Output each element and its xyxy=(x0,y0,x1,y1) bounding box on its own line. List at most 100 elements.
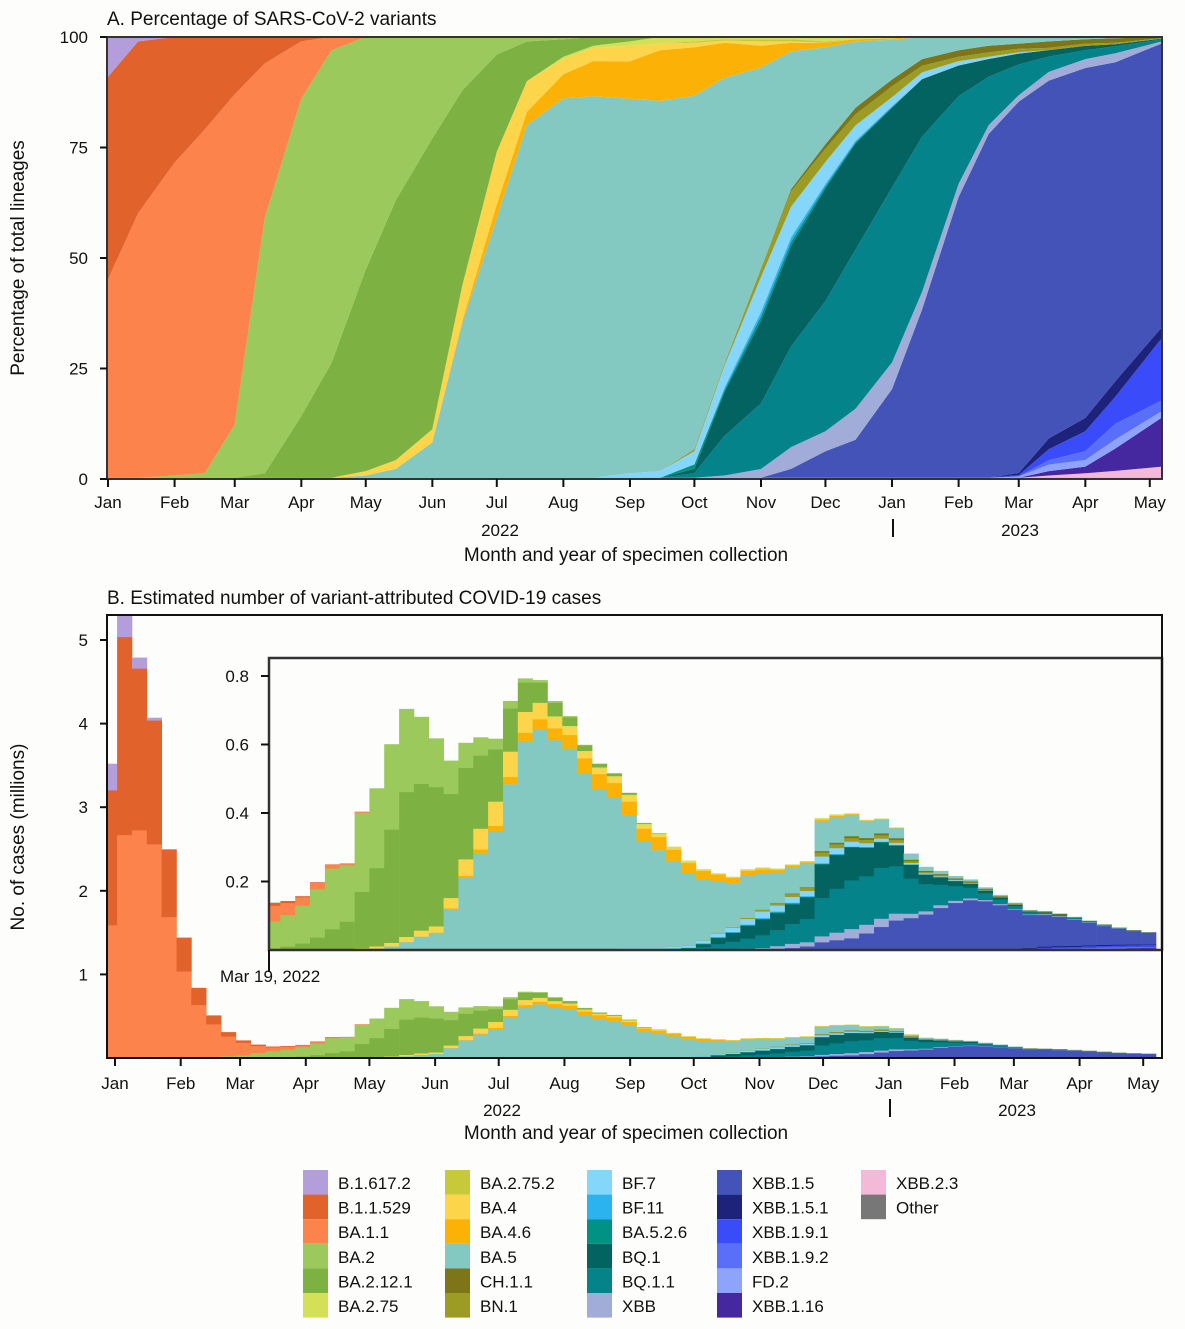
panel-b-frame xyxy=(106,614,1163,1059)
bar-ba-5 xyxy=(918,1037,934,1039)
inset-bar-xbb-1-5 xyxy=(918,914,934,950)
bar-ba-5 xyxy=(488,1029,504,1058)
legend-swatch xyxy=(861,1194,886,1220)
panel-b-title: B. Estimated number of variant-attribute… xyxy=(107,588,601,609)
inset-bar-xbb-1-9-2 xyxy=(1141,947,1157,948)
inset-bar-ba-4-6 xyxy=(844,814,860,816)
y-tick-label: 50 xyxy=(69,249,88,268)
bar-xbb xyxy=(963,1045,979,1047)
inset-bar-bq-1 xyxy=(963,883,979,888)
inset-bar-xbb-1-5 xyxy=(1096,925,1112,945)
inset-bar-ba-5 xyxy=(458,876,474,950)
legend-swatch xyxy=(445,1194,470,1220)
inset-bar-bq-1-1 xyxy=(859,876,875,925)
bar-xbb-1-5 xyxy=(1066,1050,1083,1058)
bar-xbb-1-5 xyxy=(903,1050,919,1058)
panel-a-y-axis-title: Percentage of total lineages xyxy=(8,140,29,376)
bar-ba-4-6 xyxy=(784,1037,801,1039)
inset-bar-ch-1-1 xyxy=(1066,917,1083,918)
bar-bf-7 xyxy=(903,1036,919,1038)
bar-ba-4-6 xyxy=(681,1036,697,1040)
inset-bar-xbb-1-5 xyxy=(963,900,979,950)
inset-bar-xbb-1-5 xyxy=(1007,909,1023,950)
inset-bar-ba-5 xyxy=(725,883,741,928)
inset-bar-xbb-1-9-1 xyxy=(1066,946,1083,949)
bar-ba-2 xyxy=(428,1006,444,1019)
inset-bar-ba-4-6 xyxy=(458,875,474,877)
bar-bq-1 xyxy=(740,1052,756,1056)
legend-item-xbb-1-5: XBB.1.5 xyxy=(717,1170,814,1195)
legend-label: CH.1.1 xyxy=(480,1272,533,1291)
inset-bar-bq-1-1 xyxy=(918,884,934,912)
inset-bar-ba-5 xyxy=(577,772,593,950)
inset-bar-xbb xyxy=(1111,928,1127,929)
inset-bar-bf-7 xyxy=(799,890,815,897)
bar-ba-2-12-1 xyxy=(547,997,563,1002)
inset-bar-xbb-1-5 xyxy=(933,907,949,950)
inset-bar-ba-2-75 xyxy=(755,867,771,869)
inset-bar-ba-5 xyxy=(1037,911,1053,912)
y-tick-label: 2 xyxy=(79,882,88,901)
bar-bn-1 xyxy=(814,1034,830,1036)
inset-bar-bn-1 xyxy=(1007,904,1023,905)
inset-bar-bq-1 xyxy=(695,944,712,948)
bar-ba-1-1 xyxy=(107,925,118,1058)
inset-bar-ba-2 xyxy=(384,744,400,830)
bar-ba-2-12-1 xyxy=(473,1010,489,1029)
inset-bar-bq-1 xyxy=(1037,912,1053,913)
bar-xbb xyxy=(814,1054,830,1057)
bar-xbb xyxy=(874,1050,890,1053)
bar-ba-1-1 xyxy=(250,1045,266,1054)
bar-ba-4-6 xyxy=(473,1033,489,1035)
bar-ba-5 xyxy=(770,1039,786,1047)
inset-bar-bq-1-1 xyxy=(770,930,786,947)
inset-bar-ba-5 xyxy=(933,870,949,875)
legend-swatch xyxy=(587,1293,612,1318)
inset-bar-bn-1 xyxy=(681,944,697,946)
inset-bar-ba-4 xyxy=(369,946,385,949)
inset-bar-xbb-1-5 xyxy=(1052,916,1068,947)
inset-bar-ba-2 xyxy=(473,737,489,756)
bar-ba-4-6 xyxy=(517,1004,533,1008)
bar-xbb-1-5 xyxy=(977,1046,993,1058)
inset-bar-bn-1 xyxy=(918,871,934,874)
inset-bar-ba-4-6 xyxy=(532,719,548,730)
legend-item-bq-1-1: BQ.1.1 xyxy=(587,1268,675,1293)
inset-bar-ba-5 xyxy=(859,821,875,839)
bar-xbb-1-5 xyxy=(829,1055,845,1058)
inset-bar-ba-2 xyxy=(547,701,563,703)
inset-bar-ba-2-12-1 xyxy=(636,822,652,824)
legend-item-ba-1-1: BA.1.1 xyxy=(303,1219,389,1244)
bar-xbb-1-5 xyxy=(1141,1053,1157,1057)
inset-bar-bf-7 xyxy=(859,843,875,848)
inset-bar-bn-1 xyxy=(933,875,949,877)
bar-bq-1 xyxy=(770,1049,786,1054)
inset-bar-ba-4 xyxy=(399,936,415,943)
x-tick-label: Sep xyxy=(615,1074,645,1093)
inset-bar-ba-4 xyxy=(636,825,652,829)
inset-bar-ch-1-1 xyxy=(1081,920,1097,922)
legend-item-ch-1-1: CH.1.1 xyxy=(445,1268,533,1293)
inset-bar-ba-5-2-6 xyxy=(681,947,697,949)
bar-bq-1-1 xyxy=(725,1055,741,1058)
inset-bar-bf-11 xyxy=(755,917,771,919)
inset-bar-ba-2 xyxy=(354,812,370,892)
inset-bar-ba-2-75-2 xyxy=(755,867,771,869)
inset-bar-ba-5 xyxy=(710,881,726,934)
x-tick-label: May xyxy=(1127,1074,1160,1093)
bar-ba-5 xyxy=(473,1034,489,1058)
legend-item-ba-4: BA.4 xyxy=(445,1194,517,1220)
legend-swatch xyxy=(587,1243,612,1269)
bar-b-1-1-529 xyxy=(280,1046,296,1047)
panel-b-y-axis-title: No. of cases (millions) xyxy=(8,744,29,931)
inset-bar-ba-2-12-1 xyxy=(413,783,430,931)
inset-bar-ba-5 xyxy=(799,863,815,888)
inset-bar-bn-1 xyxy=(859,839,875,844)
bar-ch-1-1 xyxy=(874,1029,890,1031)
inset-bars xyxy=(269,678,1157,950)
inset-bar-bq-1 xyxy=(859,847,875,877)
bar-xbb xyxy=(903,1049,919,1051)
bar-ba-4 xyxy=(443,1045,459,1049)
inset-bar-bf-7 xyxy=(725,927,741,933)
area-ba-2-12-1 xyxy=(107,37,1162,478)
